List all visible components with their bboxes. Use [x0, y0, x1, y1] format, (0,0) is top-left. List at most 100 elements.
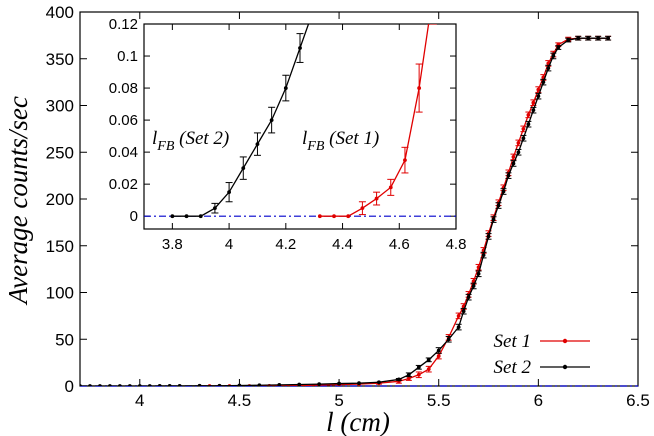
annotation-set-1-l: l	[302, 128, 307, 149]
inset-data-point	[269, 118, 274, 122]
inset-data-point	[184, 214, 189, 219]
main-data-point	[406, 376, 411, 381]
main-x-tick-label: 6.5	[626, 391, 650, 410]
inset-x-tick-label: 3.8	[162, 236, 183, 253]
annotation-set-1-sub: FB	[306, 139, 325, 154]
main-x-tick-label: 6	[534, 391, 543, 410]
y-axis-label: Average counts/sec	[3, 96, 33, 306]
main-y-tick-label: 300	[46, 97, 74, 116]
main-data-point	[167, 384, 172, 386]
inset-series-set-2	[170, 6, 318, 219]
inset-data-point	[198, 214, 203, 219]
main-data-point	[257, 383, 262, 386]
main-data-point	[516, 150, 521, 155]
main-data-point	[606, 36, 611, 41]
main-data-point	[526, 112, 531, 117]
x-axis-label-text: l (cm)	[326, 407, 390, 436]
main-data-point	[516, 141, 521, 145]
main-y-tick-label: 250	[46, 143, 74, 162]
inset-annotation-set-1: lFB (Set 1)	[302, 128, 379, 154]
inset-y-tick-label: 0.02	[109, 176, 138, 193]
inset-y-tick-label: 0.06	[109, 112, 138, 129]
main-data-point	[197, 383, 202, 386]
inset-data-point	[298, 46, 302, 50]
main-data-point	[456, 313, 461, 318]
main-data-point	[416, 365, 421, 370]
main-data-point	[137, 384, 142, 386]
main-data-point	[317, 382, 322, 386]
inset-x-tick-label: 4.2	[275, 236, 296, 253]
main-data-point	[501, 189, 506, 194]
legend-set-2-label: Set 2	[494, 357, 532, 378]
main-data-point	[446, 337, 451, 342]
main-data-point	[506, 173, 511, 178]
main-data-point	[531, 100, 536, 105]
main-data-point	[461, 309, 466, 314]
main-data-point	[406, 372, 411, 377]
main-data-point	[88, 384, 92, 386]
main-y-tick-label: 150	[46, 237, 74, 256]
x-axis-label: l (cm)	[326, 407, 390, 436]
inset-data-point	[283, 86, 288, 90]
main-data-point	[491, 217, 496, 222]
main-data-point	[486, 234, 491, 239]
main-data-point	[217, 383, 222, 386]
main-data-point	[297, 382, 302, 386]
legend: Set 1 Set 2	[494, 331, 590, 378]
main-y-tick-label: 50	[55, 330, 74, 349]
main-data-point	[476, 271, 481, 276]
main-data-point	[107, 384, 112, 386]
main-data-point	[98, 384, 102, 386]
main-data-point	[496, 203, 501, 208]
inset-y-tick-label: 0.12	[109, 16, 138, 33]
main-data-point	[127, 384, 132, 386]
main-data-point	[531, 108, 536, 113]
inset-data-point	[213, 206, 217, 211]
main-y-tick-label: 100	[46, 284, 74, 303]
inset-chart: 3.8 4 4.2 4.4 4.6 4.8 0 0.02 0.04 0.06 0.08 0.1 0.12…	[109, 6, 467, 253]
main-data-point	[526, 122, 531, 127]
main-data-point	[157, 384, 162, 386]
main-data-point	[117, 384, 122, 386]
main-data-point	[541, 80, 546, 85]
inset-data-point	[346, 214, 351, 219]
main-data-point	[277, 382, 282, 386]
inset-x-tick-label: 4.6	[389, 236, 410, 253]
main-data-point	[147, 384, 152, 386]
main-data-point	[436, 354, 441, 358]
inset-data-point	[312, 6, 316, 10]
y-axis-label-text: Average counts/sec	[3, 96, 33, 306]
main-data-point	[426, 367, 431, 372]
inset-data-point	[417, 86, 422, 90]
main-data-point	[511, 161, 516, 166]
main-data-point	[377, 380, 381, 385]
main-data-point	[237, 383, 242, 386]
main-data-point	[177, 384, 182, 386]
legend-set-2-marker	[562, 364, 568, 370]
main-data-point	[357, 381, 361, 386]
annotation-set-2-sub: FB	[156, 139, 175, 154]
main-data-point	[436, 348, 441, 353]
main-data-point	[536, 87, 541, 92]
inset-data-point	[360, 206, 365, 211]
main-data-point	[471, 284, 476, 288]
main-data-point	[426, 357, 431, 362]
main-data-point	[556, 45, 561, 50]
main-y-tick-label: 350	[46, 50, 74, 69]
main-data-point	[337, 381, 341, 386]
main-data-point	[511, 155, 516, 159]
inset-data-point	[317, 214, 322, 219]
main-series-set-2	[80, 35, 612, 386]
inset-y-tick-label: 0.08	[109, 80, 138, 97]
main-data-point	[521, 126, 526, 131]
main-y-tick-label: 200	[46, 190, 74, 209]
main-data-point	[586, 36, 591, 41]
main-data-point	[596, 36, 601, 41]
inset-y-tick-label: 0.1	[117, 48, 138, 65]
annotation-set-2-after: (Set 2)	[174, 128, 229, 149]
inset-data-point	[374, 196, 379, 201]
main-data-point	[80, 384, 82, 386]
main-x-tick-label: 5	[334, 391, 343, 410]
inset-y-tick-label: 0	[130, 208, 138, 225]
inset-data-point	[403, 158, 407, 163]
